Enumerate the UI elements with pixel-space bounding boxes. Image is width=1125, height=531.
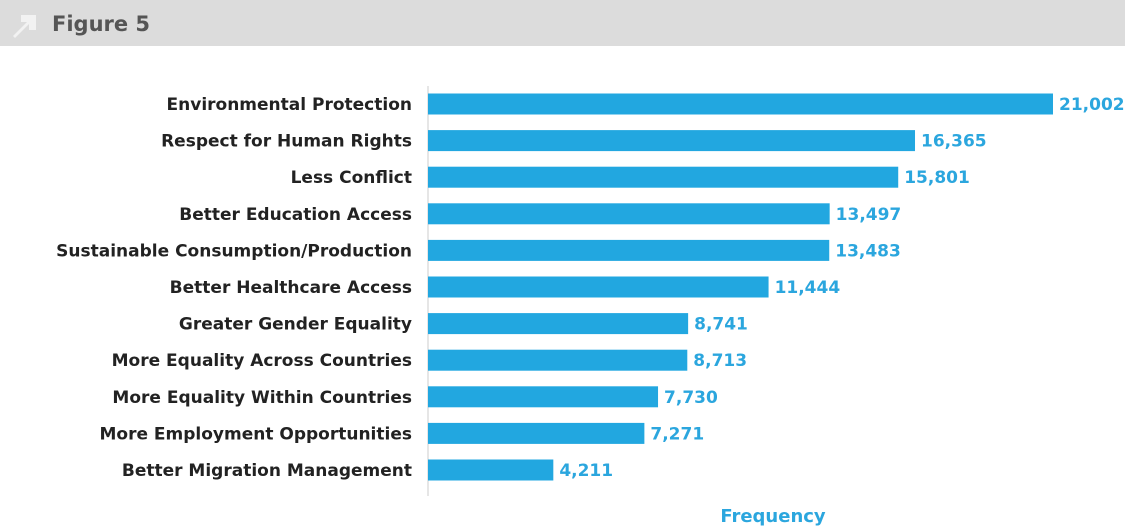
bar xyxy=(428,459,554,481)
value-label: 15,801 xyxy=(904,168,970,188)
bar xyxy=(428,276,769,298)
category-label: More Equality Across Countries xyxy=(112,351,412,371)
bar xyxy=(428,130,916,152)
value-label: 21,002 xyxy=(1059,95,1125,115)
value-label: 7,271 xyxy=(650,424,704,444)
value-label: 4,211 xyxy=(559,461,613,481)
category-label: More Equality Within Countries xyxy=(112,388,412,408)
category-label: Better Migration Management xyxy=(122,461,412,481)
category-label: Greater Gender Equality xyxy=(179,315,412,335)
category-label: More Employment Opportunities xyxy=(99,424,412,444)
category-label: Better Education Access xyxy=(179,205,412,225)
bar xyxy=(428,349,688,371)
category-label: Environmental Protection xyxy=(167,95,412,115)
value-label: 8,713 xyxy=(693,351,747,371)
bar xyxy=(428,239,830,261)
value-label: 13,497 xyxy=(836,205,902,225)
category-label: Less Conflict xyxy=(291,168,412,188)
bar xyxy=(428,166,899,188)
category-label: Sustainable Consumption/Production xyxy=(56,241,412,261)
bar xyxy=(428,313,689,335)
bar xyxy=(428,422,645,444)
header-title: Figure 5 xyxy=(52,12,150,36)
value-label: 13,483 xyxy=(835,241,901,261)
bar xyxy=(428,203,830,225)
value-label: 16,365 xyxy=(921,132,987,152)
value-label: 8,741 xyxy=(694,315,748,335)
x-axis-label: Frequency xyxy=(720,506,826,527)
value-label: 11,444 xyxy=(775,278,841,298)
bar xyxy=(428,386,659,408)
category-label: Better Healthcare Access xyxy=(170,278,412,298)
header-bar xyxy=(0,0,1125,46)
arrow-icon xyxy=(13,15,36,38)
bar xyxy=(428,93,1053,115)
value-label: 7,730 xyxy=(664,388,718,408)
category-label: Respect for Human Rights xyxy=(161,132,412,152)
